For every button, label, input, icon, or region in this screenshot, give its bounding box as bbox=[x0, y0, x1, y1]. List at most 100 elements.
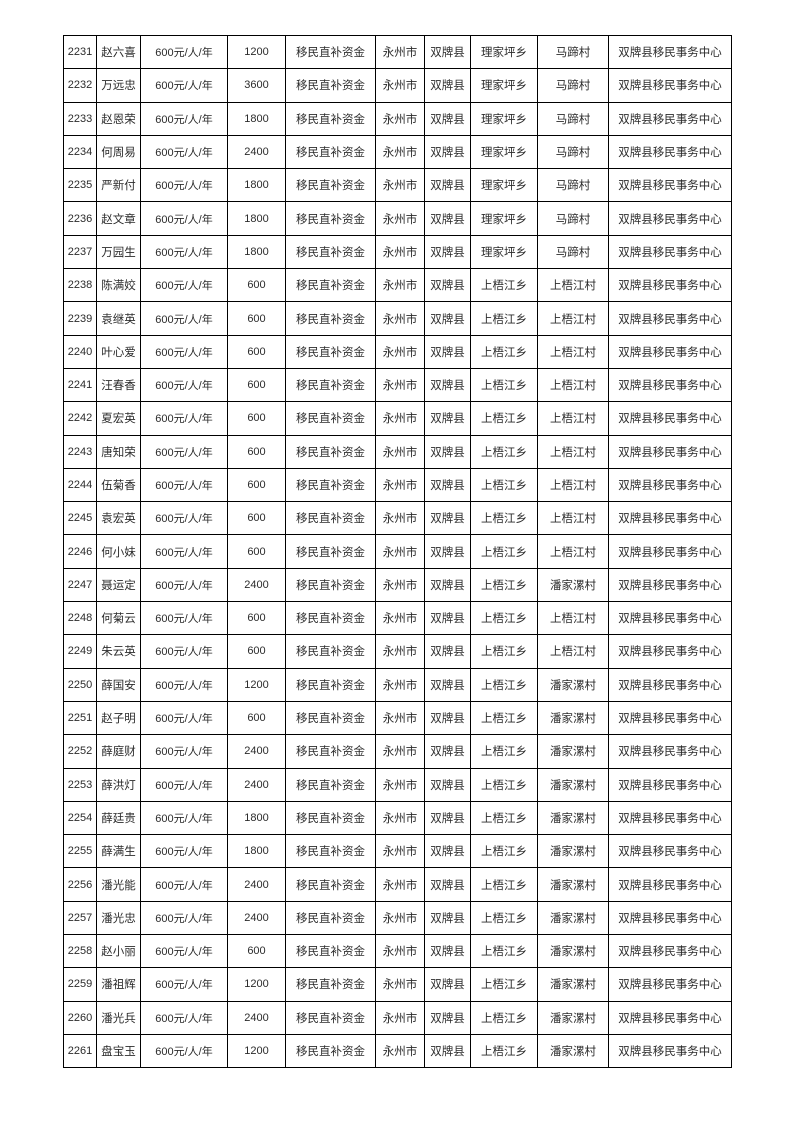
cell-subsidy-amount: 1200 bbox=[227, 667, 286, 702]
cell-paying-agency: 双牌县移民事务中心 bbox=[608, 734, 732, 769]
cell-county: 双牌县 bbox=[424, 501, 471, 536]
cell-fund-type: 移民直补资金 bbox=[285, 634, 376, 669]
cell-subsidy-amount: 1800 bbox=[227, 234, 286, 270]
cell-subsidy-standard: 600元/人/年 bbox=[140, 734, 228, 769]
table-row: 2241 汪春香 600元/人/年 600 移民直补资金 永州市 双牌县 上梧江乡 上梧江村 双牌… bbox=[63, 367, 732, 403]
table-row: 2250 薛国安 600元/人/年 1200 移民直补资金 永州市 双牌县 上梧江乡 潘家漯村双… bbox=[63, 667, 732, 702]
cell-city: 永州市 bbox=[375, 168, 425, 203]
cell-village: 上梧江村 bbox=[537, 268, 609, 303]
cell-serial-number: 2235 bbox=[63, 168, 97, 203]
cell-county: 双牌县 bbox=[424, 168, 471, 203]
cell-city: 永州市 bbox=[375, 900, 425, 936]
cell-county: 双牌县 bbox=[424, 201, 471, 236]
cell-person-name: 何周易 bbox=[96, 134, 141, 170]
cell-serial-number: 2244 bbox=[63, 467, 97, 503]
cell-village: 潘家漯村 bbox=[537, 667, 609, 702]
cell-person-name: 陈满姣 bbox=[96, 268, 141, 303]
cell-paying-agency: 双牌县移民事务中心 bbox=[608, 301, 732, 336]
cell-township: 上梧江乡 bbox=[470, 734, 538, 769]
cell-city: 永州市 bbox=[375, 134, 425, 170]
cell-township: 上梧江乡 bbox=[470, 767, 538, 802]
cell-person-name: 伍菊香 bbox=[96, 467, 141, 503]
cell-paying-agency: 双牌县移民事务中心 bbox=[608, 234, 732, 270]
cell-subsidy-standard: 600元/人/年 bbox=[140, 700, 228, 736]
table-row: 2231 赵六喜 600元/人/年 1200 移民直补资金 永州市 双牌县 理家坪乡 马蹄村 双牌… bbox=[63, 34, 732, 70]
table-row: 2235 严新付 600元/人/年 1800 移民直补资金 永州市 双牌县 理家坪乡 马蹄村 双牌… bbox=[63, 168, 732, 203]
cell-subsidy-standard: 600元/人/年 bbox=[140, 834, 228, 869]
cell-fund-type: 移民直补资金 bbox=[285, 134, 376, 170]
cell-fund-type: 移民直补资金 bbox=[285, 1000, 376, 1035]
cell-subsidy-amount: 600 bbox=[227, 534, 286, 569]
cell-fund-type: 移民直补资金 bbox=[285, 567, 376, 603]
cell-city: 永州市 bbox=[375, 834, 425, 869]
cell-subsidy-standard: 600元/人/年 bbox=[140, 867, 228, 902]
cell-serial-number: 2252 bbox=[63, 734, 97, 769]
table-row: 2252 薛庭财 600元/人/年 2400 移民直补资金 永州市 双牌县 上梧江乡 潘家漯村双… bbox=[63, 734, 732, 769]
cell-subsidy-amount: 600 bbox=[227, 334, 286, 369]
cell-paying-agency: 双牌县移民事务中心 bbox=[608, 667, 732, 702]
cell-village: 潘家漯村 bbox=[537, 934, 609, 969]
cell-subsidy-amount: 2400 bbox=[227, 1000, 286, 1035]
cell-township: 理家坪乡 bbox=[470, 101, 538, 136]
cell-serial-number: 2250 bbox=[63, 667, 97, 702]
cell-city: 永州市 bbox=[375, 734, 425, 769]
cell-subsidy-amount: 2400 bbox=[227, 734, 286, 769]
cell-city: 永州市 bbox=[375, 1033, 425, 1069]
cell-city: 永州市 bbox=[375, 334, 425, 369]
cell-city: 永州市 bbox=[375, 367, 425, 403]
cell-person-name: 叶心爱 bbox=[96, 334, 141, 369]
cell-village: 马蹄村 bbox=[537, 201, 609, 236]
cell-serial-number: 2242 bbox=[63, 401, 97, 436]
table-row: 2234 何周易 600元/人/年 2400 移民直补资金 永州市 双牌县 理家坪乡 马蹄村 双牌… bbox=[63, 134, 732, 170]
table-row: 2259 潘祖辉 600元/人/年 1200 移民直补资金 永州市 双牌县 上梧江乡 潘家漯村双… bbox=[63, 967, 732, 1002]
table-row: 2247 聂运定 600元/人/年 2400 移民直补资金 永州市 双牌县 上梧江乡 潘家漯村双… bbox=[63, 567, 732, 603]
cell-village: 潘家漯村 bbox=[537, 867, 609, 902]
cell-paying-agency: 双牌县移民事务中心 bbox=[608, 1000, 732, 1035]
cell-county: 双牌县 bbox=[424, 34, 471, 70]
cell-paying-agency: 双牌县移民事务中心 bbox=[608, 268, 732, 303]
cell-village: 马蹄村 bbox=[537, 134, 609, 170]
table-row: 2237 万园生 600元/人/年 1800 移民直补资金 永州市 双牌县 理家坪乡 马蹄村 双牌… bbox=[63, 234, 732, 270]
cell-county: 双牌县 bbox=[424, 734, 471, 769]
cell-city: 永州市 bbox=[375, 1000, 425, 1035]
cell-fund-type: 移民直补资金 bbox=[285, 700, 376, 736]
cell-paying-agency: 双牌县移民事务中心 bbox=[608, 534, 732, 569]
cell-subsidy-amount: 2400 bbox=[227, 867, 286, 902]
cell-paying-agency: 双牌县移民事务中心 bbox=[608, 434, 732, 469]
cell-township: 上梧江乡 bbox=[470, 334, 538, 369]
cell-subsidy-standard: 600元/人/年 bbox=[140, 534, 228, 569]
cell-serial-number: 2253 bbox=[63, 767, 97, 802]
table-row: 2249 朱云英 600元/人/年 600 移民直补资金 永州市 双牌县 上梧江乡 上梧江村 双牌… bbox=[63, 634, 732, 669]
cell-county: 双牌县 bbox=[424, 134, 471, 170]
cell-subsidy-standard: 600元/人/年 bbox=[140, 1000, 228, 1035]
cell-township: 上梧江乡 bbox=[470, 834, 538, 869]
cell-serial-number: 2232 bbox=[63, 68, 97, 103]
cell-subsidy-amount: 2400 bbox=[227, 900, 286, 936]
cell-person-name: 万园生 bbox=[96, 234, 141, 270]
cell-township: 上梧江乡 bbox=[470, 867, 538, 902]
cell-fund-type: 移民直补资金 bbox=[285, 467, 376, 503]
cell-subsidy-amount: 1200 bbox=[227, 1033, 286, 1069]
cell-township: 上梧江乡 bbox=[470, 434, 538, 469]
cell-paying-agency: 双牌县移民事务中心 bbox=[608, 501, 732, 536]
cell-county: 双牌县 bbox=[424, 367, 471, 403]
cell-township: 上梧江乡 bbox=[470, 1033, 538, 1069]
cell-subsidy-standard: 600元/人/年 bbox=[140, 1033, 228, 1069]
cell-county: 双牌县 bbox=[424, 767, 471, 802]
cell-person-name: 聂运定 bbox=[96, 567, 141, 603]
cell-subsidy-amount: 2400 bbox=[227, 567, 286, 603]
table-row: 2256 潘光能 600元/人/年 2400 移民直补资金 永州市 双牌县 上梧江乡 潘家漯村双… bbox=[63, 867, 732, 902]
cell-paying-agency: 双牌县移民事务中心 bbox=[608, 601, 732, 636]
cell-village: 上梧江村 bbox=[537, 601, 609, 636]
cell-fund-type: 移民直补资金 bbox=[285, 867, 376, 902]
cell-fund-type: 移民直补资金 bbox=[285, 68, 376, 103]
cell-person-name: 朱云英 bbox=[96, 634, 141, 669]
table-row: 2245 袁宏英 600元/人/年 600 移民直补资金 永州市 双牌县 上梧江乡 上梧江村 双牌… bbox=[63, 501, 732, 536]
cell-paying-agency: 双牌县移民事务中心 bbox=[608, 1033, 732, 1069]
cell-fund-type: 移民直补资金 bbox=[285, 934, 376, 969]
cell-village: 上梧江村 bbox=[537, 367, 609, 403]
cell-city: 永州市 bbox=[375, 967, 425, 1002]
cell-subsidy-standard: 600元/人/年 bbox=[140, 501, 228, 536]
cell-serial-number: 2261 bbox=[63, 1033, 97, 1069]
cell-township: 上梧江乡 bbox=[470, 634, 538, 669]
